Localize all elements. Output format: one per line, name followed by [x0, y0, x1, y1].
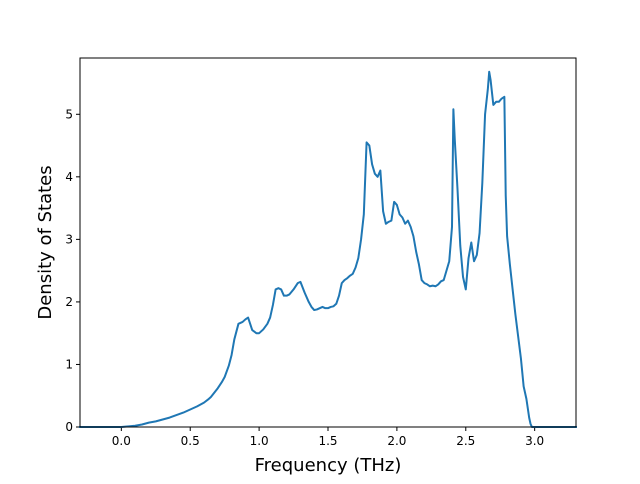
x-axis-ticks: 0.0 0.5 1.0 1.5 2.0 2.5 3.0: [112, 427, 544, 448]
x-tick-label: 0.0: [112, 434, 131, 448]
x-tick-label: 2.0: [387, 434, 406, 448]
x-tick-label: 0.5: [181, 434, 200, 448]
y-tick-label: 4: [65, 170, 73, 184]
y-tick-label: 0: [65, 420, 73, 434]
y-tick-label: 2: [65, 295, 73, 309]
y-axis-ticks: 0 1 2 3 4 5: [65, 107, 80, 434]
x-tick-label: 3.0: [525, 434, 544, 448]
y-axis-label: Density of States: [35, 165, 56, 319]
series-line-0: [79, 70, 577, 428]
series-group: [79, 70, 577, 428]
y-tick-label: 1: [65, 357, 73, 371]
plot-frame: [79, 57, 577, 428]
x-tick-label: 1.5: [318, 434, 337, 448]
x-tick-label: 2.5: [456, 434, 475, 448]
y-tick-label: 3: [65, 232, 73, 246]
plot-area: [80, 58, 576, 427]
y-tick-label: 5: [65, 107, 73, 121]
x-tick-label: 1.0: [250, 434, 269, 448]
x-axis-label: Frequency (THz): [255, 455, 402, 476]
